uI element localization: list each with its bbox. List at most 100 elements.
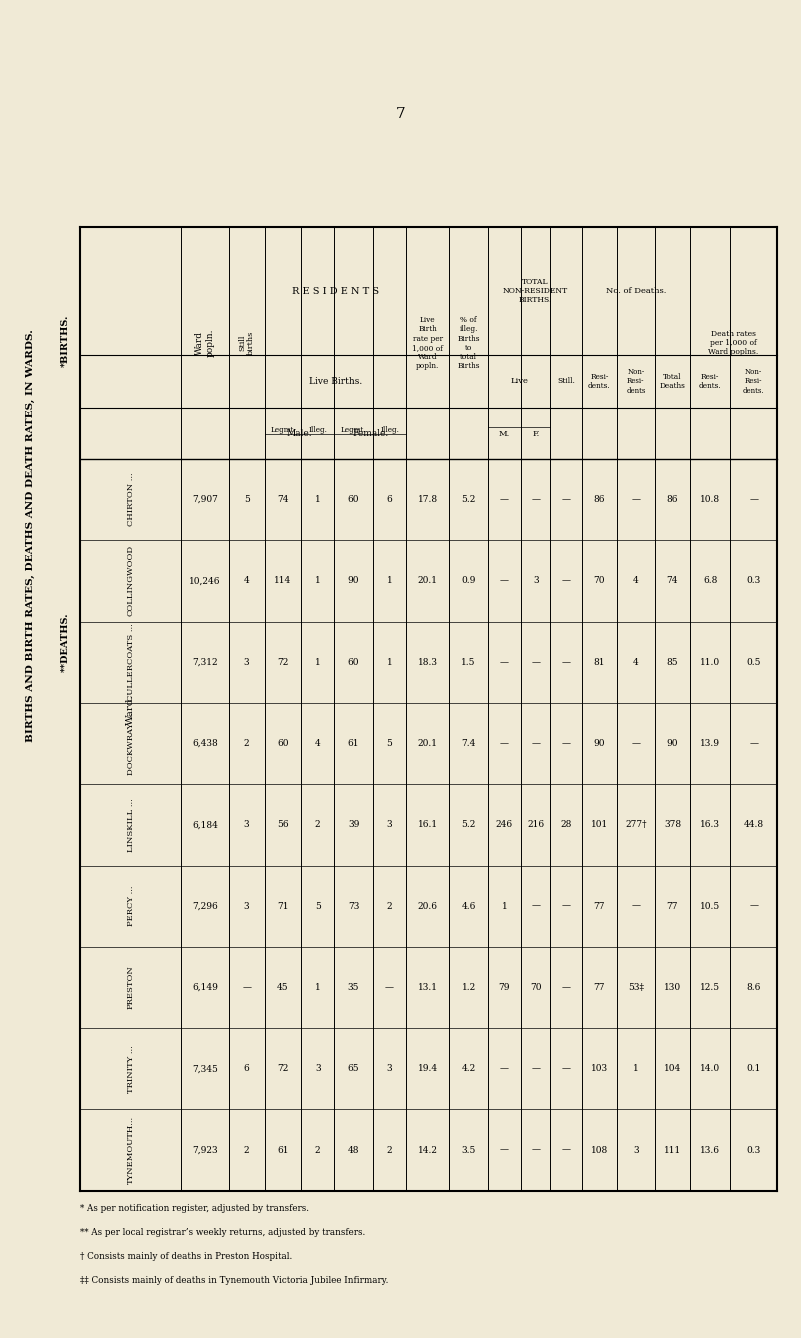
Text: 28: 28 <box>561 820 572 830</box>
Text: TRINITY ...: TRINITY ... <box>127 1045 135 1093</box>
Text: 16.3: 16.3 <box>700 820 720 830</box>
Text: Live Births.: Live Births. <box>309 377 362 385</box>
Text: 73: 73 <box>348 902 360 911</box>
Text: 72: 72 <box>277 1064 288 1073</box>
Text: 111: 111 <box>664 1145 681 1155</box>
Text: —: — <box>500 1145 509 1155</box>
Text: 90: 90 <box>594 739 605 748</box>
Text: Live: Live <box>510 377 528 385</box>
Text: 6.8: 6.8 <box>703 577 717 586</box>
Text: —: — <box>531 1064 541 1073</box>
Text: 3: 3 <box>633 1145 638 1155</box>
Text: 2: 2 <box>387 1145 392 1155</box>
Text: 74: 74 <box>666 577 678 586</box>
Text: 20.1: 20.1 <box>418 739 438 748</box>
Text: 77: 77 <box>594 902 605 911</box>
Text: 5.2: 5.2 <box>461 820 476 830</box>
Text: COLLINGWOOD: COLLINGWOOD <box>127 546 135 617</box>
Text: Legmt.: Legmt. <box>340 425 366 434</box>
Text: Non-
Resi-
dents: Non- Resi- dents <box>626 368 646 395</box>
Text: 4.2: 4.2 <box>461 1064 476 1073</box>
Text: F.: F. <box>532 429 540 438</box>
Text: 4: 4 <box>244 577 250 586</box>
Text: R E S I D E N T S: R E S I D E N T S <box>292 286 379 296</box>
Text: TOTAL
NON-RESIDENT
BIRTHS.: TOTAL NON-RESIDENT BIRTHS. <box>502 278 567 304</box>
Text: BIRTHS AND BIRTH RATES, DEATHS AND DEATH RATES, IN WARDS.: BIRTHS AND BIRTH RATES, DEATHS AND DEATH… <box>26 329 35 741</box>
Text: Death rates
per 1,000 of
Ward poplns.: Death rates per 1,000 of Ward poplns. <box>708 330 759 356</box>
Text: * As per notification register, adjusted by transfers.: * As per notification register, adjusted… <box>80 1204 309 1214</box>
Text: —: — <box>562 739 570 748</box>
Text: 7: 7 <box>396 107 405 120</box>
Text: 5: 5 <box>315 902 320 911</box>
Text: 61: 61 <box>277 1145 288 1155</box>
Text: 60: 60 <box>348 658 360 666</box>
Text: 86: 86 <box>666 495 678 504</box>
Text: CULLERCOATS ...: CULLERCOATS ... <box>127 624 135 701</box>
Text: —: — <box>531 739 541 748</box>
Text: —: — <box>531 495 541 504</box>
Text: Male.: Male. <box>287 429 312 438</box>
Text: 103: 103 <box>590 1064 608 1073</box>
Text: 56: 56 <box>277 820 288 830</box>
Text: 216: 216 <box>527 820 545 830</box>
Text: —: — <box>562 1145 570 1155</box>
Text: 0.3: 0.3 <box>747 1145 761 1155</box>
Text: 6,149: 6,149 <box>192 983 218 991</box>
Text: 70: 70 <box>594 577 605 586</box>
Text: —: — <box>749 495 758 504</box>
Text: 1.5: 1.5 <box>461 658 476 666</box>
Text: Female.: Female. <box>352 429 388 438</box>
Text: 7.4: 7.4 <box>461 739 476 748</box>
Text: 0.3: 0.3 <box>747 577 761 586</box>
Text: *BIRTHS.: *BIRTHS. <box>61 314 70 368</box>
Text: —: — <box>385 983 394 991</box>
Text: —: — <box>631 739 640 748</box>
Text: PERCY ...: PERCY ... <box>127 886 135 926</box>
Text: 79: 79 <box>499 983 510 991</box>
Text: —: — <box>562 902 570 911</box>
Text: 378: 378 <box>664 820 681 830</box>
Text: —: — <box>562 983 570 991</box>
Text: Ward
popln.: Ward popln. <box>195 329 215 357</box>
Text: 17.8: 17.8 <box>418 495 438 504</box>
Text: 8.6: 8.6 <box>747 983 761 991</box>
Text: 10,246: 10,246 <box>189 577 220 586</box>
Text: 60: 60 <box>277 739 288 748</box>
Text: 6,184: 6,184 <box>192 820 218 830</box>
Text: —: — <box>749 739 758 748</box>
Text: 20.1: 20.1 <box>418 577 438 586</box>
Text: Non-
Resi-
dents.: Non- Resi- dents. <box>743 368 764 395</box>
Text: 104: 104 <box>664 1064 681 1073</box>
Text: —: — <box>531 658 541 666</box>
Text: —: — <box>500 495 509 504</box>
Text: 16.1: 16.1 <box>418 820 438 830</box>
Text: 0.1: 0.1 <box>747 1064 761 1073</box>
Text: ‡‡ Consists mainly of deaths in Tynemouth Victoria Jubilee Infirmary.: ‡‡ Consists mainly of deaths in Tynemout… <box>80 1276 388 1286</box>
Text: 90: 90 <box>348 577 360 586</box>
Text: 1: 1 <box>315 658 320 666</box>
Text: 72: 72 <box>277 658 288 666</box>
Text: —: — <box>562 577 570 586</box>
Text: 10.8: 10.8 <box>700 495 720 504</box>
Text: 3: 3 <box>387 1064 392 1073</box>
Text: 7,296: 7,296 <box>192 902 218 911</box>
Text: ** As per local registrar’s weekly returns, adjusted by transfers.: ** As per local registrar’s weekly retur… <box>80 1228 365 1238</box>
Text: DOCKWRAY ...: DOCKWRAY ... <box>127 712 135 775</box>
Text: % of
illeg.
Births
to
total
Births: % of illeg. Births to total Births <box>457 316 480 371</box>
Text: 277†: 277† <box>625 820 646 830</box>
Text: 3: 3 <box>244 820 249 830</box>
Text: 90: 90 <box>666 739 678 748</box>
Text: TYNEMOUTH...: TYNEMOUTH... <box>127 1116 135 1184</box>
Text: 130: 130 <box>664 983 681 991</box>
Text: 35: 35 <box>348 983 360 991</box>
Text: —: — <box>500 658 509 666</box>
Text: 0.9: 0.9 <box>461 577 476 586</box>
Text: 1.2: 1.2 <box>461 983 476 991</box>
Text: 2: 2 <box>244 739 249 748</box>
Text: 2: 2 <box>244 1145 249 1155</box>
Text: 6: 6 <box>387 495 392 504</box>
Text: 1: 1 <box>501 902 507 911</box>
Text: 7,907: 7,907 <box>192 495 218 504</box>
Text: CHIRTON ...: CHIRTON ... <box>127 472 135 526</box>
Text: 246: 246 <box>496 820 513 830</box>
